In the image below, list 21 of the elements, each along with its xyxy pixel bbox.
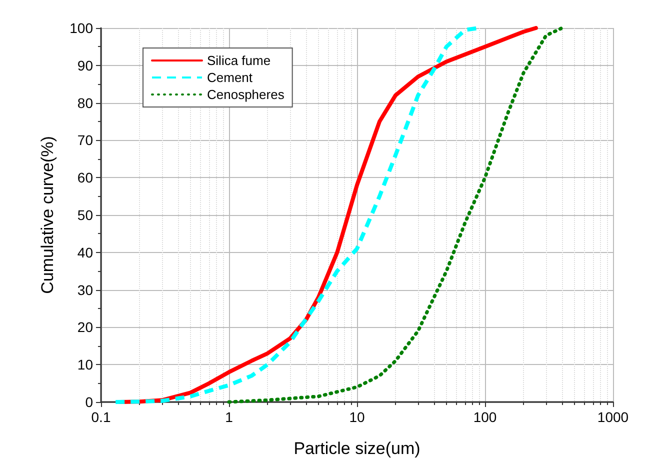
x-tick-label: 0.1	[91, 409, 111, 425]
y-tick-label: 70	[77, 132, 94, 148]
x-tick-label: 10	[349, 409, 365, 425]
legend-label: Silica fume	[207, 53, 271, 68]
y-tick-label: 80	[77, 94, 94, 111]
y-tick-label: 30	[77, 282, 94, 298]
y-tick-label: 50	[77, 207, 94, 223]
legend-label: Cement	[207, 70, 253, 85]
x-tick-label: 1	[225, 409, 234, 425]
y-tick-label: 60	[77, 170, 94, 186]
legend-label: Cenospheres	[207, 87, 285, 102]
y-tick-label: 10	[77, 356, 94, 373]
x-tick-label: 100	[473, 409, 497, 425]
x-axis-title: Particle size(um)	[294, 439, 420, 458]
x-tick-label: 1000	[597, 409, 629, 425]
y-tick-label: 0	[85, 394, 94, 410]
y-tick-label: 90	[77, 57, 94, 74]
y-tick-label: 100	[70, 20, 94, 36]
y-tick-label: 20	[77, 319, 94, 336]
y-tick-label: 40	[77, 244, 94, 260]
y-axis-title: Cumulative curve(%)	[38, 136, 57, 294]
